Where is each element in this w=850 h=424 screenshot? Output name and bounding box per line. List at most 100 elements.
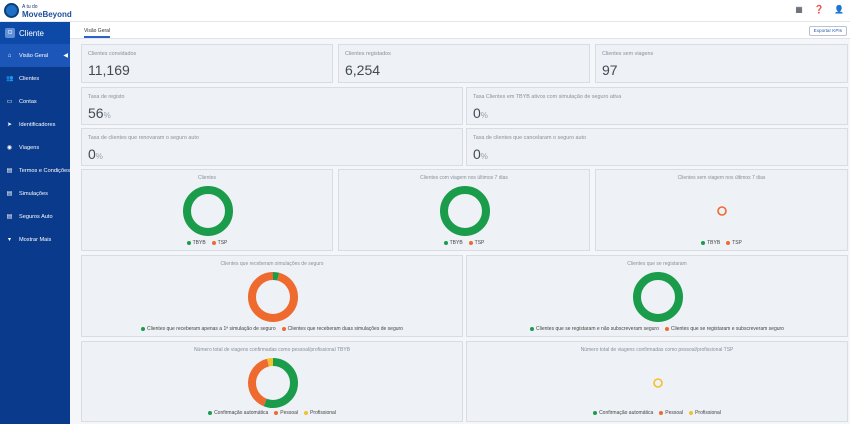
grid-icon[interactable]: ▦ <box>795 5 803 14</box>
user-icon[interactable]: 👤 <box>834 5 844 14</box>
legend-item[interactable]: TSP <box>468 240 485 246</box>
sidebar-item-mostrar-mais[interactable]: ▾ Mostrar Mais <box>0 228 70 251</box>
legend-label: TBYB <box>449 240 463 246</box>
chart-legend: TBYB TSP <box>82 240 332 246</box>
legend-item[interactable]: Clientes que receberam apenas a 1ª simul… <box>141 326 276 332</box>
kpi-card-reg-rate: Taxa de registo 56% <box>81 87 463 125</box>
legend-label: Confirmação automática <box>214 410 269 416</box>
chart-title: Clientes com viagem nos últimos 7 dias <box>420 175 508 181</box>
sidebar-item-label: Contas <box>19 98 37 105</box>
kpi-label: Taxa de clientes que renovaram o seguro … <box>88 135 199 141</box>
legend-dot-icon <box>726 240 731 245</box>
kpi-label: Clientes sem viagens <box>602 51 654 57</box>
legend-label: TSP <box>732 240 742 246</box>
sidebar-item-label: Termos e Condições <box>19 167 70 174</box>
kpi-value: 6,254 <box>345 62 381 78</box>
sidebar-item-viagens[interactable]: ◉ Viagens <box>0 136 70 159</box>
donut-slice[interactable] <box>653 378 663 388</box>
legend-item[interactable]: Confirmação automática <box>208 410 268 416</box>
legend-item[interactable]: Pessoal <box>274 410 298 416</box>
donut-slice[interactable] <box>248 358 298 408</box>
chart-legend: Clientes que se registaram e não subscre… <box>467 326 847 332</box>
tab-visao-geral[interactable]: Visão Geral <box>84 28 111 38</box>
chart-legend: TBYB TSP <box>596 240 847 246</box>
legend-label: TBYB <box>192 240 206 246</box>
document-icon: ▤ <box>6 213 13 220</box>
kpi-value: 56% <box>88 105 111 121</box>
app-logo[interactable]: A tu do MoveBeyond <box>4 3 72 18</box>
kpi-card-no-trips: Clientes sem viagens 97 <box>595 44 848 83</box>
home-icon: ⌂ <box>7 52 12 59</box>
sidebar-item-contas[interactable]: ▭ Contas <box>0 90 70 113</box>
trip-icon: ◉ <box>6 144 13 151</box>
legend-item[interactable]: Profissional <box>304 410 336 416</box>
legend-item[interactable]: Confirmação automática <box>593 410 653 416</box>
donut-chart <box>248 358 298 408</box>
legend-label: TSP <box>474 240 485 246</box>
sidebar-item-visao-geral[interactable]: ⌂ Visão Geral ◀ <box>0 44 70 67</box>
legend-dot-icon <box>530 326 535 331</box>
kpi-value: 0% <box>88 146 103 162</box>
chart-card-trips-tbyb: Número total de viagens confirmadas como… <box>81 341 463 422</box>
kpi-card-invited: Clientes convidados 11,169 <box>81 44 333 83</box>
card-icon: ▭ <box>6 98 13 105</box>
legend-label: Confirmação automática <box>599 410 654 416</box>
legend-dot-icon <box>211 240 216 245</box>
donut-chart <box>653 378 663 388</box>
sidebar-item-clientes[interactable]: 👥 Clientes <box>0 67 70 90</box>
legend-item[interactable]: Profissional <box>689 410 721 416</box>
sidebar-item-identificadores[interactable]: ➤ Identificadores <box>0 113 70 136</box>
legend-label: Clientes que receberam apenas a 1ª simul… <box>147 326 276 332</box>
kpi-value: 0% <box>473 146 488 162</box>
chart-card-clients: Clientes TBYB TSP <box>81 169 333 251</box>
donut-slice[interactable] <box>183 186 233 236</box>
donut-slice[interactable] <box>633 272 683 322</box>
legend-item[interactable]: TBYB <box>443 240 463 246</box>
legend-label: TBYB <box>707 240 721 246</box>
legend-dot-icon <box>468 240 473 245</box>
chart-card-registered: Clientes que se registaram Clientes que … <box>466 255 848 337</box>
legend-item[interactable]: TBYB <box>701 240 720 246</box>
document-icon: ▤ <box>6 190 13 197</box>
legend-dot-icon <box>664 326 669 331</box>
collapse-icon[interactable]: ◀ <box>63 53 68 59</box>
kpi-unit: % <box>480 152 488 161</box>
sidebar-item-simulacoes[interactable]: ▤ Simulações <box>0 182 70 205</box>
legend-dot-icon <box>304 410 309 415</box>
legend-item[interactable]: TBYB <box>186 240 206 246</box>
legend-item[interactable]: Clientes que se registaram e não subscre… <box>530 326 659 332</box>
kpi-number: 0 <box>473 105 481 121</box>
donut-chart <box>248 272 298 322</box>
donut-slice[interactable] <box>248 272 298 322</box>
legend-item[interactable]: Pessoal <box>659 410 683 416</box>
legend-item[interactable]: Clientes que se registaram e subscrevera… <box>664 326 784 332</box>
export-kpis-button[interactable]: Exportar KPIs <box>808 26 847 36</box>
logo-big-text: MoveBeyond <box>22 9 72 19</box>
logo-icon <box>4 3 19 18</box>
chart-title: Clientes que se registaram <box>627 261 687 267</box>
chart-title: Número total de viagens confirmadas como… <box>580 347 734 353</box>
sidebar-item-termos[interactable]: ▤ Termos e Condições <box>0 159 70 182</box>
legend-dot-icon <box>689 410 694 415</box>
legend-dot-icon <box>593 410 598 415</box>
kpi-card-cancel-rate: Taxa de clientes que cancelaram o seguro… <box>466 128 848 166</box>
kpi-number: 0 <box>88 146 96 162</box>
donut-slice[interactable] <box>248 358 298 408</box>
legend-item[interactable]: TSP <box>726 240 742 246</box>
sidebar-header: Cl Cliente <box>0 22 70 44</box>
legend-item[interactable]: Clientes que receberam duas simulações d… <box>281 326 403 332</box>
legend-dot-icon <box>659 410 664 415</box>
legend-item[interactable]: TSP <box>211 240 227 246</box>
sidebar-item-seguros-auto[interactable]: ▤ Seguros Auto <box>0 205 70 228</box>
donut-slice[interactable] <box>717 206 727 216</box>
kpi-number: 0 <box>473 146 481 162</box>
chart-card-notrips7: Clientes sem viagem nos últimos 7 dias T… <box>595 169 848 251</box>
legend-dot-icon <box>186 240 191 245</box>
help-icon[interactable]: ❓ <box>814 5 824 14</box>
kpi-number: 56 <box>88 105 104 121</box>
chart-title: Número total de viagens confirmadas como… <box>193 347 351 353</box>
chart-legend: Clientes que receberam apenas a 1ª simul… <box>82 326 462 332</box>
donut-slice[interactable] <box>440 186 490 236</box>
sidebar-item-label: Clientes <box>19 75 40 82</box>
sidebar-item-label: Viagens <box>19 144 40 151</box>
